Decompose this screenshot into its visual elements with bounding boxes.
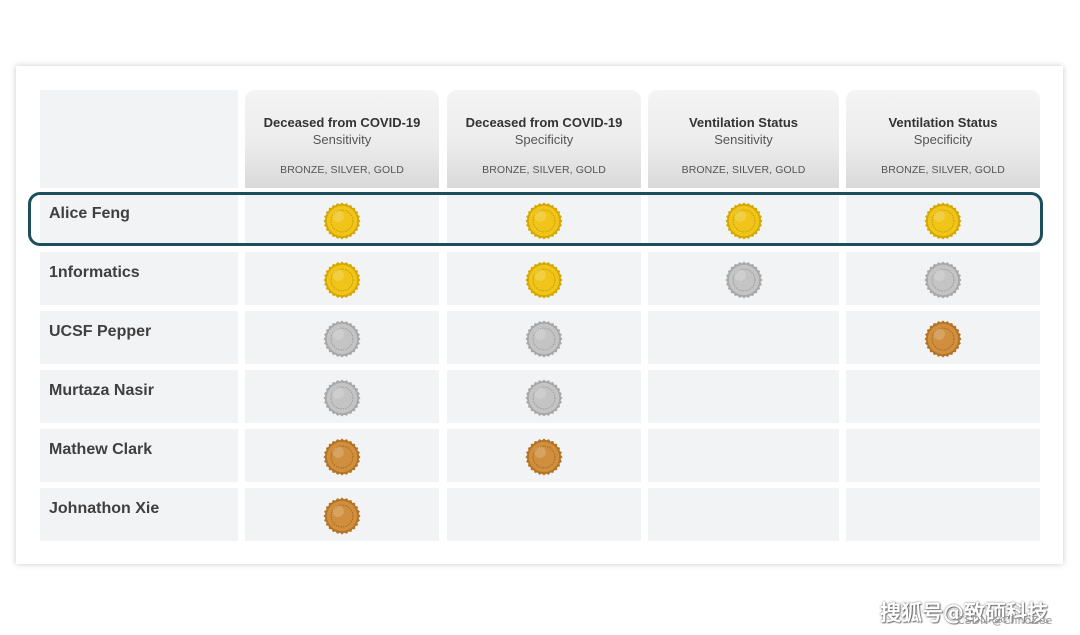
- medal-cell: [648, 488, 839, 541]
- header-corner-cell: [40, 90, 238, 188]
- participant-name: UCSF Pepper: [49, 323, 152, 340]
- medal-cell: [648, 311, 839, 364]
- silver-medal-icon: [924, 261, 962, 299]
- column-title: Ventilation Status: [688, 115, 799, 130]
- participant-name-cell: Mathew Clark: [40, 429, 238, 482]
- gold-medal-icon: [323, 261, 361, 299]
- silver-medal-icon: [724, 261, 763, 299]
- column-levels: BRONZE, SILVER, GOLD: [681, 164, 806, 176]
- participant-name-cell: Johnathon Xie: [40, 488, 238, 541]
- medal-cell: [846, 429, 1040, 482]
- medal-cell: [648, 370, 839, 423]
- participant-name: Alice Feng: [49, 205, 130, 222]
- participant-name: Murtaza Nasir: [49, 382, 154, 399]
- column-levels: BRONZE, SILVER, GOLD: [482, 164, 606, 176]
- gold-medal-icon: [323, 202, 361, 240]
- column-header: Ventilation Status Sensitivity BRONZE, S…: [648, 90, 839, 188]
- column-metric: Specificity: [514, 132, 574, 147]
- gold-medal-icon: [724, 202, 763, 240]
- column-title: Deceased from COVID-19: [465, 115, 623, 130]
- gold-medal-icon: [525, 202, 563, 240]
- column-title: Deceased from COVID-19: [263, 115, 421, 130]
- winner-row-highlight: [28, 192, 1043, 246]
- silver-medal-icon: [323, 320, 361, 358]
- column-header: Ventilation Status Specificity BRONZE, S…: [846, 90, 1040, 188]
- medal-cell: [447, 488, 641, 541]
- bronze-medal-icon: [525, 438, 563, 476]
- column-title: Ventilation Status: [888, 115, 998, 130]
- gold-medal-icon: [525, 261, 563, 299]
- participant-name-cell: UCSF Pepper: [40, 311, 238, 364]
- bronze-medal-icon: [323, 497, 361, 535]
- column-header: Deceased from COVID-19 Specificity BRONZ…: [447, 90, 641, 188]
- bronze-medal-icon: [323, 438, 361, 476]
- medal-cell: [846, 370, 1040, 423]
- participant-name-cell: Murtaza Nasir: [40, 370, 238, 423]
- gold-medal-icon: [924, 202, 962, 240]
- bronze-medal-icon: [924, 320, 962, 358]
- column-metric: Sensitivity: [714, 132, 773, 147]
- column-header: Deceased from COVID-19 Sensitivity BRONZ…: [245, 90, 439, 188]
- participant-name: Mathew Clark: [49, 441, 153, 458]
- participant-name-cell: 1nformatics: [40, 252, 238, 305]
- watermark-source: CSDN @ChnoZee: [957, 614, 1053, 627]
- participant-name-cell: Alice Feng: [40, 193, 238, 246]
- column-metric: Specificity: [913, 132, 973, 147]
- silver-medal-icon: [323, 379, 361, 417]
- column-levels: BRONZE, SILVER, GOLD: [280, 164, 404, 176]
- column-metric: Sensitivity: [312, 132, 372, 147]
- participant-name: Johnathon Xie: [49, 500, 160, 517]
- watermark-brand: 搜狐号@致硕科技: [880, 601, 1048, 625]
- participant-name: 1nformatics: [49, 264, 140, 281]
- medal-cell: [648, 429, 839, 482]
- silver-medal-icon: [525, 379, 563, 417]
- medal-cell: [846, 488, 1040, 541]
- silver-medal-icon: [525, 320, 563, 358]
- column-levels: BRONZE, SILVER, GOLD: [881, 164, 1005, 176]
